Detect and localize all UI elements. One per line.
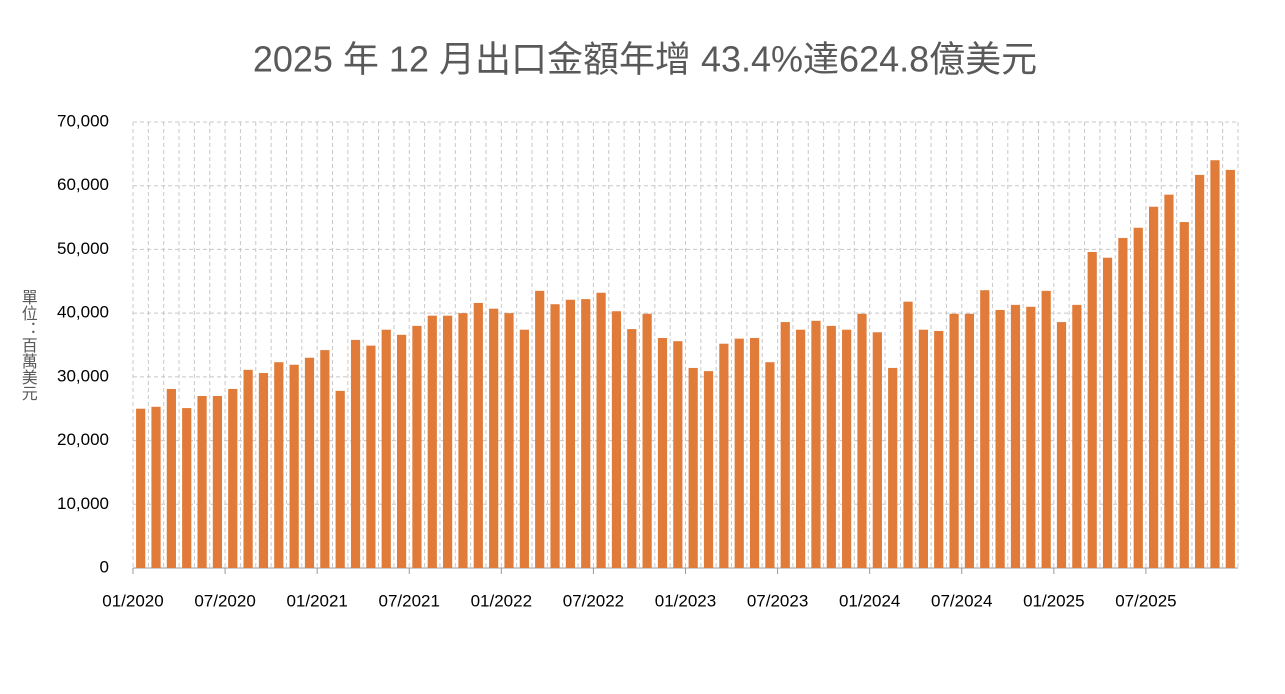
bar (289, 364, 299, 568)
bar (857, 313, 867, 568)
bar (197, 395, 207, 568)
y-tick-label: 70,000 (57, 111, 109, 130)
bar (151, 406, 161, 568)
bar (565, 299, 575, 568)
bar (688, 367, 698, 568)
y-axis-label: 單位：百萬美元 (19, 289, 38, 401)
x-tick-label: 01/2025 (1023, 591, 1084, 610)
y-tick-label: 40,000 (57, 303, 109, 322)
bar (166, 388, 176, 568)
bar (1210, 160, 1220, 568)
x-tick-label: 07/2024 (931, 591, 992, 610)
bar (1148, 206, 1159, 569)
bar (136, 408, 146, 568)
bar (473, 302, 483, 568)
bar (274, 362, 284, 568)
bar (642, 313, 652, 568)
bar (1164, 194, 1174, 569)
bar (212, 395, 223, 568)
x-tick-label: 01/2020 (102, 591, 163, 610)
bar (458, 313, 468, 568)
bar (888, 367, 898, 568)
x-tick-label: 07/2025 (1115, 591, 1176, 610)
bar (596, 292, 606, 568)
bar (934, 330, 944, 568)
bar (611, 311, 622, 568)
bar (811, 320, 821, 568)
bar (304, 357, 315, 568)
bar (182, 408, 192, 568)
y-tick-label: 20,000 (57, 430, 109, 449)
bar (749, 337, 760, 568)
bar (1056, 322, 1067, 568)
bar (581, 299, 591, 568)
bar (1179, 222, 1189, 568)
bar (627, 329, 637, 568)
bar (504, 313, 514, 568)
bar (412, 325, 422, 568)
bar (703, 371, 714, 568)
bar (1041, 290, 1051, 568)
y-tick-label: 60,000 (57, 175, 109, 194)
bar (443, 315, 453, 568)
bar (350, 339, 361, 568)
bar (535, 290, 545, 568)
bar (1102, 257, 1113, 568)
bar (980, 290, 990, 568)
bar (826, 325, 836, 568)
bar (872, 332, 882, 568)
bar (842, 329, 852, 568)
bar (489, 308, 499, 568)
x-tick-label: 01/2021 (286, 591, 347, 610)
x-tick-label: 07/2022 (563, 591, 624, 610)
bar (550, 304, 560, 568)
bar (765, 362, 775, 568)
x-tick-label: 07/2020 (194, 591, 255, 610)
x-tick-label: 07/2023 (747, 591, 808, 610)
bar (1195, 174, 1205, 568)
bar (366, 345, 376, 568)
bar (918, 329, 928, 568)
x-tick-label: 01/2024 (839, 591, 900, 610)
bar (320, 350, 330, 568)
bar (903, 301, 913, 568)
x-tick-label: 01/2022 (471, 591, 532, 610)
y-tick-label: 10,000 (57, 494, 109, 513)
bar (427, 315, 437, 568)
bar (1010, 304, 1021, 568)
bar (673, 341, 683, 568)
bar (381, 329, 391, 568)
bar (335, 390, 345, 568)
bar (396, 334, 407, 568)
bar (1072, 304, 1082, 568)
bar (1026, 306, 1036, 568)
bar (1118, 237, 1128, 568)
y-tick-label: 50,000 (57, 239, 109, 258)
bar (949, 313, 959, 568)
bar (657, 337, 668, 568)
y-tick-label: 0 (100, 557, 109, 576)
bar (1133, 227, 1143, 568)
bar (258, 373, 269, 568)
bar (519, 329, 529, 568)
bar (796, 329, 806, 568)
bar (1225, 169, 1235, 568)
y-tick-label: 30,000 (57, 366, 109, 385)
bar (719, 343, 729, 568)
chart-title: 2025 年 12 月出口金額年增 43.4%達624.8億美元 (253, 39, 1037, 80)
x-tick-label: 07/2021 (379, 591, 440, 610)
bar (995, 309, 1005, 568)
bar (228, 388, 238, 568)
bar (1087, 251, 1097, 568)
bar (243, 369, 253, 568)
bar (780, 322, 790, 568)
x-tick-label: 01/2023 (655, 591, 716, 610)
bar (964, 313, 975, 568)
bar (734, 338, 744, 568)
